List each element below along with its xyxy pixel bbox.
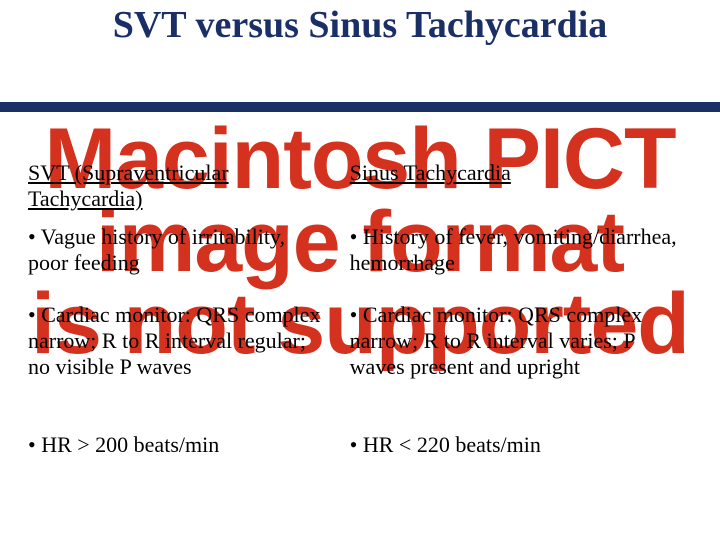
left-bullet-2: • Cardiac monitor: QRS complex narrow; R… — [28, 302, 326, 414]
right-bullet-3: • HR < 220 beats/min — [350, 432, 692, 458]
content-columns: SVT (Supraventricular Tachycardia) • Vag… — [28, 160, 692, 476]
left-heading: SVT (Supraventricular Tachycardia) — [28, 160, 326, 218]
right-column: Sinus Tachycardia • History of fever, vo… — [350, 160, 692, 476]
right-bullet-2: • Cardiac monitor: QRS complex narrow; R… — [350, 302, 692, 414]
header-rule — [0, 102, 720, 112]
right-bullet-1: • History of fever, vomiting/diarrhea, h… — [350, 224, 692, 284]
left-column: SVT (Supraventricular Tachycardia) • Vag… — [28, 160, 326, 476]
right-heading: Sinus Tachycardia — [350, 160, 692, 218]
slide-title: SVT versus Sinus Tachycardia — [0, 6, 720, 46]
left-bullet-1: • Vague history of irritability, poor fe… — [28, 224, 326, 284]
slide: SVT versus Sinus Tachycardia Macintosh P… — [0, 0, 720, 540]
left-bullet-3: • HR > 200 beats/min — [28, 432, 326, 458]
